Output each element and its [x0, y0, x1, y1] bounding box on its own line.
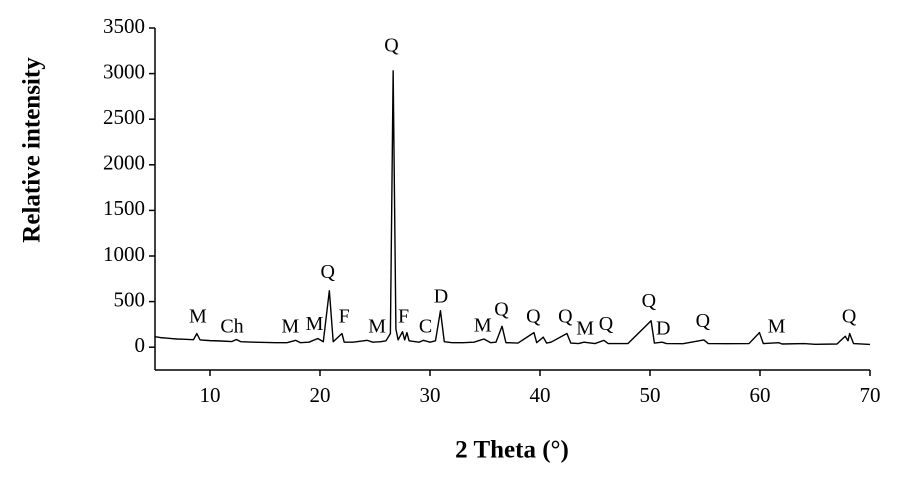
peak-label: M [576, 317, 594, 339]
y-tick-label: 2500 [103, 105, 145, 129]
x-axis-title: 2 Theta (°) [455, 437, 569, 464]
peak-label: D [434, 286, 448, 308]
x-tick-label: 70 [860, 383, 881, 407]
peak-label: Q [642, 290, 657, 312]
peak-label: F [339, 306, 350, 328]
x-tick-label: 10 [200, 383, 221, 407]
peak-label: M [474, 315, 492, 337]
x-tick-label: 60 [750, 383, 771, 407]
peak-label: D [656, 317, 670, 339]
peak-label: C [419, 316, 432, 338]
peak-label: M [306, 313, 324, 335]
y-tick-label: 500 [114, 287, 146, 311]
x-tick-label: 30 [420, 383, 441, 407]
peak-label: Q [526, 306, 541, 328]
peak-label: F [398, 306, 409, 328]
peak-label: Q [842, 306, 857, 328]
x-tick-label: 50 [640, 383, 661, 407]
peak-label: Ch [220, 316, 243, 338]
peak-label: Q [384, 35, 399, 57]
x-tick-label: 40 [530, 383, 551, 407]
peak-label: M [281, 316, 299, 338]
peak-label: Q [599, 313, 614, 335]
peak-label: Q [494, 298, 509, 320]
y-tick-label: 3000 [103, 59, 145, 83]
peak-label: Q [320, 261, 335, 283]
y-tick-label: 3500 [103, 14, 145, 38]
peak-label: M [768, 316, 786, 338]
x-tick-label: 20 [310, 383, 331, 407]
peak-label: M [189, 306, 207, 328]
y-tick-label: 0 [135, 333, 146, 357]
peak-label: Q [696, 310, 711, 332]
y-tick-label: 1000 [103, 242, 145, 266]
y-tick-label: 2000 [103, 151, 145, 175]
xrd-line [154, 70, 871, 346]
y-axis-title: Relative intensity [19, 57, 46, 243]
peak-label: M [368, 316, 386, 338]
peak-label: Q [558, 306, 573, 328]
y-tick-label: 1500 [103, 196, 145, 220]
